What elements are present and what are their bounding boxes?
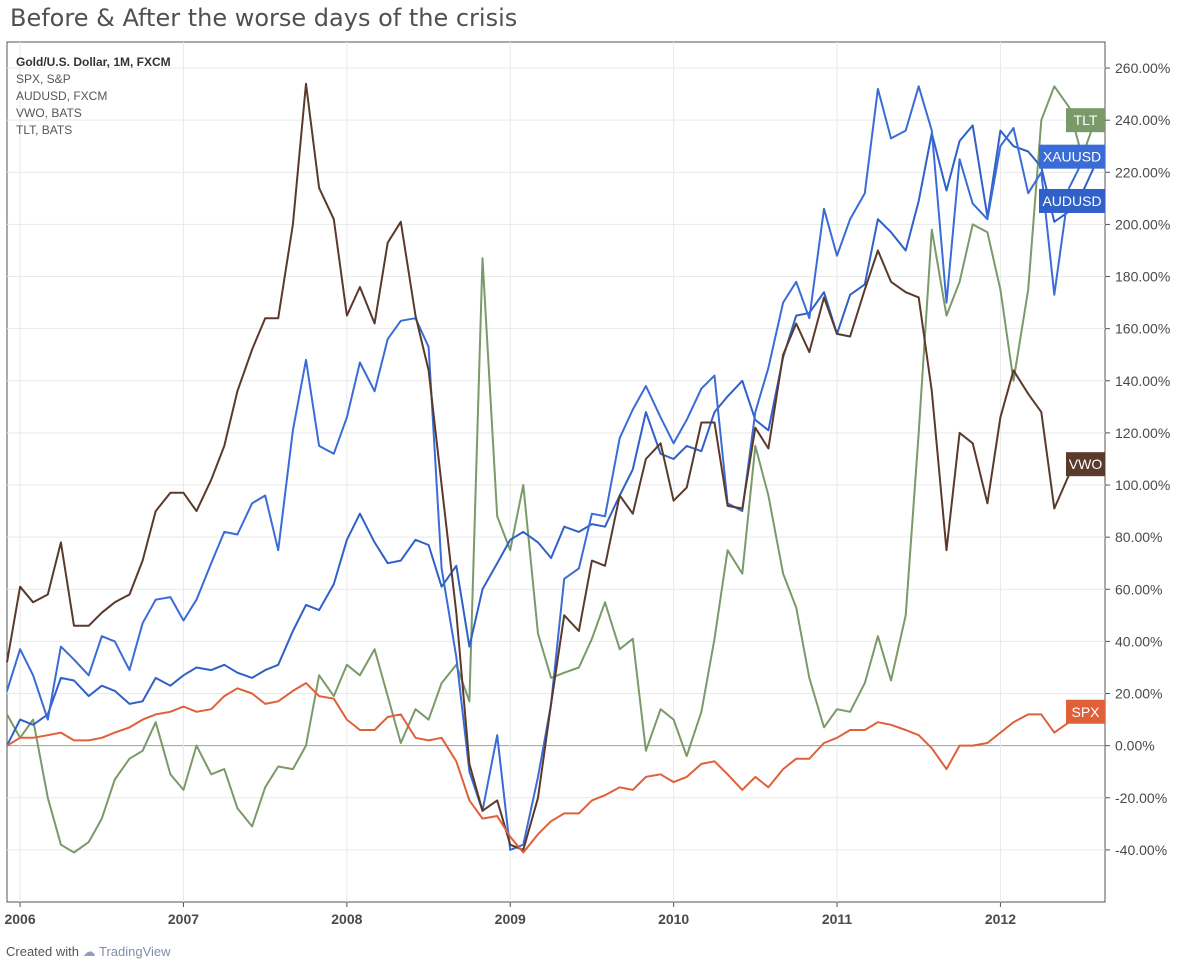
end-label-text: VWO xyxy=(1069,456,1103,472)
end-label-xauusd: XAUUSD xyxy=(1039,144,1105,169)
x-tick-label: 2010 xyxy=(658,911,689,927)
end-label-box xyxy=(1039,188,1105,213)
y-tick-label: 160.00% xyxy=(1115,321,1170,337)
y-tick-label: 0.00% xyxy=(1115,738,1155,754)
y-tick-label: 220.00% xyxy=(1115,164,1170,180)
end-label-audusd: AUDUSD xyxy=(1039,188,1105,213)
x-tick-label: 2012 xyxy=(985,911,1016,927)
y-tick-label: 40.00% xyxy=(1115,633,1162,649)
x-tick-label: 2006 xyxy=(4,911,35,927)
y-tick-label: 120.00% xyxy=(1115,425,1170,441)
y-tick-label: 140.00% xyxy=(1115,373,1170,389)
end-label-box xyxy=(1039,144,1105,169)
y-tick-label: -20.00% xyxy=(1115,790,1167,806)
chart-title: Before & After the worse days of the cri… xyxy=(10,4,518,32)
end-label-text: TLT xyxy=(1074,112,1098,128)
legend-entry-spx: SPX, S&P xyxy=(16,72,71,86)
series-line-tlt xyxy=(6,85,1097,854)
x-tick-label: 2007 xyxy=(168,911,199,927)
y-tick-label: 80.00% xyxy=(1115,529,1162,545)
footer-prefix: Created with xyxy=(6,944,79,959)
end-label-text: XAUUSD xyxy=(1043,149,1101,165)
y-tick-label: 260.00% xyxy=(1115,60,1170,76)
series-line-vwo xyxy=(6,82,1096,851)
y-tick-label: 20.00% xyxy=(1115,686,1162,702)
x-tick-label: 2009 xyxy=(495,911,526,927)
y-tick-label: 240.00% xyxy=(1115,112,1170,128)
end-label-box xyxy=(1066,452,1105,477)
y-axis: -40.00% -20.00% 0.00% 20.00% 40.00% 60.00% 80.… xyxy=(1105,60,1170,858)
y-tick-label: -40.00% xyxy=(1115,842,1167,858)
tradingview-logo-icon: ☁ xyxy=(82,944,96,959)
legend: Gold/U.S. Dollar, 1M, FXCM SPX, S&P AUDU… xyxy=(16,54,171,139)
legend-entry-vwo: VWO, BATS xyxy=(16,106,82,120)
footer-credit[interactable]: Created with ☁ TradingView xyxy=(6,944,171,960)
x-axis: 2006 2007 2008 2009 2010 2011 2012 xyxy=(4,902,1016,927)
y-tick-label: 60.00% xyxy=(1115,581,1162,597)
series-end-labels: TLT XAUUSD AUDUSD VWO SPX xyxy=(1039,108,1105,724)
end-label-vwo: VWO xyxy=(1066,452,1105,477)
legend-entry-gold: Gold/U.S. Dollar, 1M, FXCM xyxy=(16,55,171,69)
x-tick-label: 2011 xyxy=(822,911,853,927)
legend-entry-audusd: AUDUSD, FXCM xyxy=(16,89,108,103)
end-label-box xyxy=(1066,699,1105,724)
grid xyxy=(7,42,1105,902)
end-label-tlt: TLT xyxy=(1066,108,1105,133)
end-label-text: AUDUSD xyxy=(1042,193,1101,209)
end-label-text: SPX xyxy=(1071,704,1100,720)
x-tick-label: 2008 xyxy=(331,911,362,927)
series-line-audusd xyxy=(6,124,1097,747)
line-chart[interactable]: -40.00% -20.00% 0.00% 20.00% 40.00% 60.00% 80.… xyxy=(0,0,1196,935)
y-tick-label: 180.00% xyxy=(1115,269,1170,285)
legend-entry-tlt: TLT, BATS xyxy=(16,123,73,137)
footer-brand: TradingView xyxy=(99,944,171,959)
series-lines xyxy=(6,82,1097,854)
end-label-box xyxy=(1066,108,1105,133)
plot-area xyxy=(6,41,1106,903)
series-line-spx xyxy=(6,682,1096,854)
y-tick-label: 200.00% xyxy=(1115,216,1170,232)
y-tick-label: 100.00% xyxy=(1115,477,1170,493)
end-label-spx: SPX xyxy=(1066,699,1105,724)
